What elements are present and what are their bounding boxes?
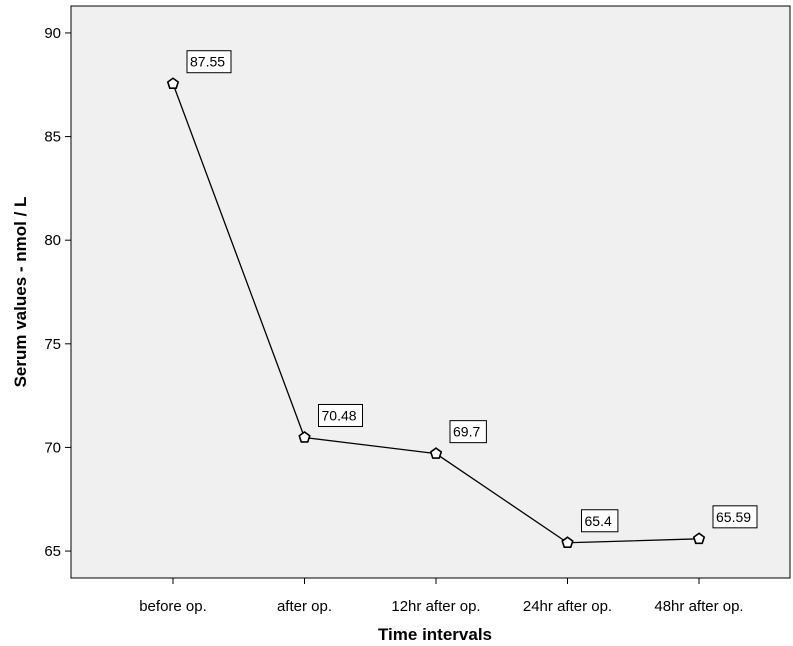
data-point-marker (429, 447, 443, 459)
y-tick-label: 75 (44, 336, 61, 353)
y-axis-title: Serum values - nmol / L (11, 197, 30, 388)
data-label: 70.48 (318, 403, 363, 427)
data-point-marker (166, 77, 180, 89)
x-axis: before op. after op. 12hr after op. 24hr af… (139, 578, 744, 615)
y-tick-label: 65 (44, 543, 61, 560)
data-label: 69.7 (449, 420, 487, 444)
data-label: 65.59 (712, 505, 758, 529)
x-tick-label: 24hr after op. (523, 598, 612, 615)
y-tick-label: 70 (44, 439, 61, 456)
data-point-marker (298, 431, 311, 443)
y-axis: 65 70 75 80 85 90 (44, 25, 71, 560)
x-tick-label: before op. (139, 598, 207, 615)
series-line (166, 77, 706, 549)
data-label-text: 70.48 (322, 407, 357, 423)
data-label-text: 65.4 (585, 513, 612, 529)
data-label-box (186, 50, 232, 74)
data-label-box (449, 420, 487, 444)
data-label-box (712, 505, 758, 529)
y-tick-label: 90 (44, 25, 61, 42)
data-label: 65.4 (581, 509, 619, 533)
data-label-box (581, 509, 619, 533)
data-labels: 87.55 70.48 69.7 65.4 65.59 (186, 50, 758, 533)
data-point-marker (692, 532, 706, 545)
data-label-text: 69.7 (453, 424, 480, 440)
x-tick-label: 48hr after op. (654, 598, 743, 615)
data-label-text: 87.55 (190, 54, 225, 70)
data-label: 87.55 (186, 50, 232, 74)
x-tick-label: 12hr after op. (391, 598, 480, 615)
plot-area (70, 5, 791, 579)
y-tick-label: 80 (44, 232, 61, 249)
y-tick-label: 85 (44, 129, 61, 146)
data-label-box (318, 403, 363, 427)
data-point-marker (561, 536, 574, 549)
x-axis-title: Time intervals (378, 625, 492, 644)
data-label-text: 65.59 (716, 509, 751, 525)
x-tick-label: after op. (277, 598, 332, 615)
